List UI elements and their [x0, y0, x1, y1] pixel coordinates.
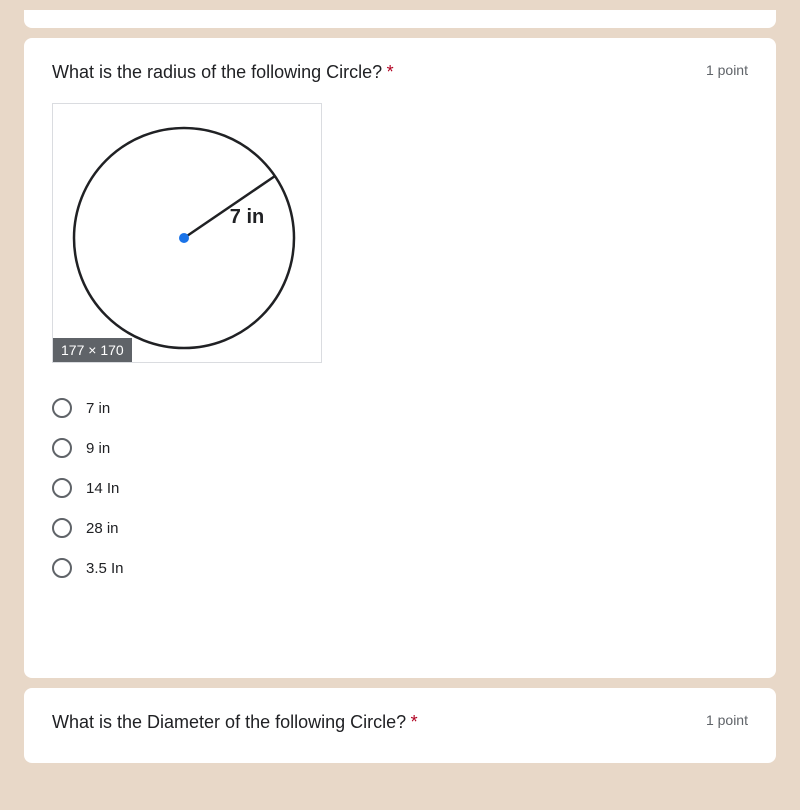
option-row[interactable]: 7 in [52, 388, 748, 428]
circle-diagram: 7 in [57, 108, 317, 358]
required-star: * [411, 712, 418, 732]
options-group: 7 in 9 in 14 In 28 in 3.5 In [52, 388, 748, 588]
radio-icon [52, 478, 72, 498]
radio-icon [52, 438, 72, 458]
question-card-1: What is the radius of the following Circ… [24, 38, 776, 678]
question-text-wrap: What is the radius of the following Circ… [52, 62, 394, 83]
question-card-2: What is the Diameter of the following Ci… [24, 688, 776, 763]
previous-card-edge [24, 10, 776, 28]
image-dimensions-badge: 177 × 170 [53, 338, 132, 362]
points-label: 1 point [706, 712, 748, 728]
option-row[interactable]: 9 in [52, 428, 748, 468]
option-label: 9 in [86, 440, 110, 457]
question-header: What is the Diameter of the following Ci… [52, 712, 748, 733]
question-header: What is the radius of the following Circ… [52, 62, 748, 83]
question-text: What is the Diameter of the following Ci… [52, 712, 406, 732]
radio-icon [52, 398, 72, 418]
points-label: 1 point [706, 62, 748, 78]
question-text: What is the radius of the following Circ… [52, 62, 382, 82]
center-dot [179, 233, 189, 243]
option-label: 14 In [86, 480, 119, 497]
option-label: 28 in [86, 520, 119, 537]
option-row[interactable]: 3.5 In [52, 548, 748, 588]
option-label: 7 in [86, 400, 110, 417]
radio-icon [52, 518, 72, 538]
radius-label: 7 in [230, 206, 264, 228]
option-label: 3.5 In [86, 560, 124, 577]
radio-icon [52, 558, 72, 578]
figure-container: 7 in 177 × 170 [52, 103, 322, 363]
option-row[interactable]: 14 In [52, 468, 748, 508]
question-text-wrap: What is the Diameter of the following Ci… [52, 712, 418, 733]
required-star: * [387, 62, 394, 82]
option-row[interactable]: 28 in [52, 508, 748, 548]
